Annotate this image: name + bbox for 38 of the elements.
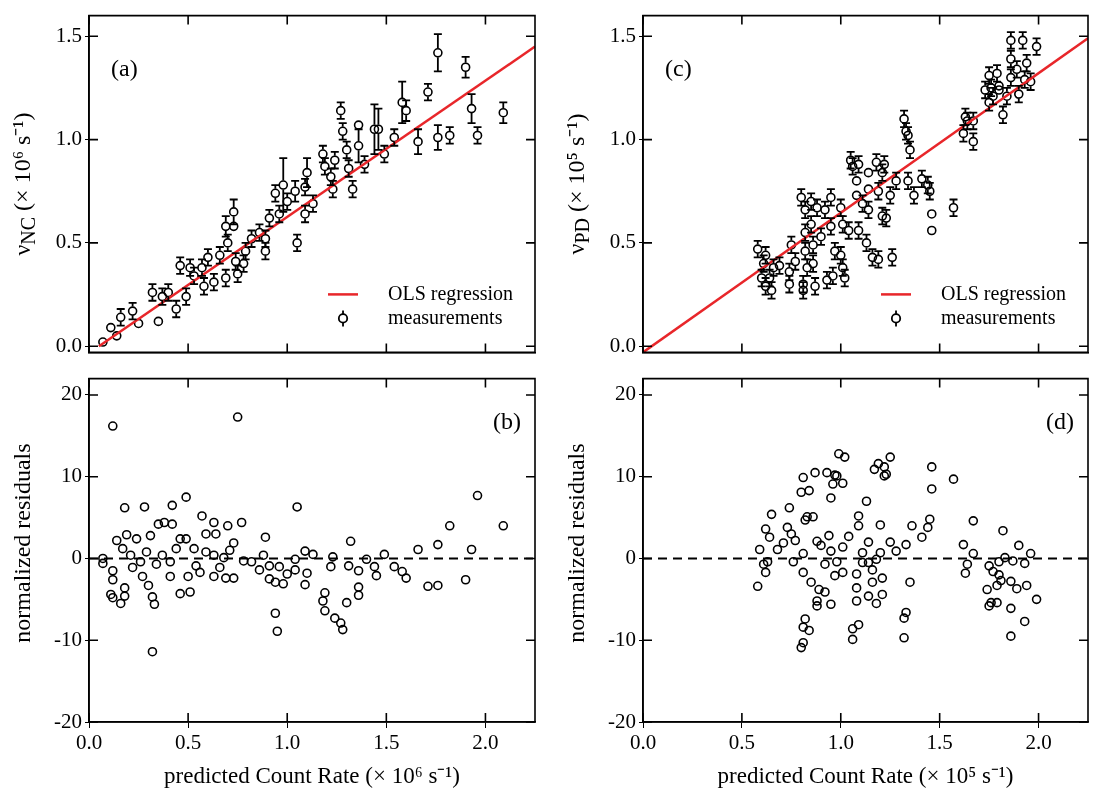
annotation: (a) [111, 54, 138, 81]
y-tick-label: 0 [625, 544, 636, 569]
annotation: (c) [665, 54, 692, 81]
y-tick-label: 0.0 [55, 332, 82, 357]
y-tick-label: 0.5 [609, 229, 636, 254]
y-tick-label: 20 [61, 381, 82, 406]
annotation: (b) [493, 407, 521, 434]
x-tick-label: 1.0 [827, 730, 854, 755]
x-tick-label: 1.0 [274, 730, 301, 755]
y-tick-label: 1.0 [55, 126, 82, 151]
y-tick-label: -10 [54, 626, 82, 651]
y-tick-label: -10 [608, 626, 636, 651]
y-tick-label: 0.0 [609, 332, 636, 357]
y-tick-label: 0.5 [55, 229, 82, 254]
y-tick-label: 20 [615, 381, 636, 406]
x-tick-label: 0.5 [728, 730, 756, 755]
x-tick-label: 2.0 [1025, 730, 1052, 755]
y-tick-label: 10 [61, 463, 82, 488]
y-axis-title: normalized residuals [562, 442, 590, 643]
x-axis-title: predicted Count Rate (× 10⁶ s⁻¹) [164, 762, 460, 790]
legend-label: OLS regression [941, 281, 1066, 305]
y-tick-label: 1.5 [609, 22, 636, 47]
y-tick-label: 10 [615, 463, 636, 488]
x-tick-label: 2.0 [472, 730, 499, 755]
y-tick-label: 1.0 [609, 126, 636, 151]
y-tick-label: 1.5 [55, 22, 82, 47]
x-axis-title: predicted Count Rate (× 10⁵ s⁻¹) [717, 762, 1014, 790]
x-tick-label: 1.5 [926, 730, 953, 755]
x-tick-label: 1.5 [373, 730, 400, 755]
y-axis-title: normalized residuals [8, 442, 36, 643]
legend-label: measurements [941, 305, 1056, 328]
y-tick-label: -20 [608, 708, 636, 733]
x-tick-label: 0.5 [174, 730, 202, 755]
annotation: (d) [1046, 407, 1074, 434]
legend-label: measurements [388, 305, 503, 328]
legend-label: OLS regression [388, 281, 513, 305]
y-tick-label: 0 [71, 544, 82, 569]
y-tick-label: -20 [54, 708, 82, 733]
